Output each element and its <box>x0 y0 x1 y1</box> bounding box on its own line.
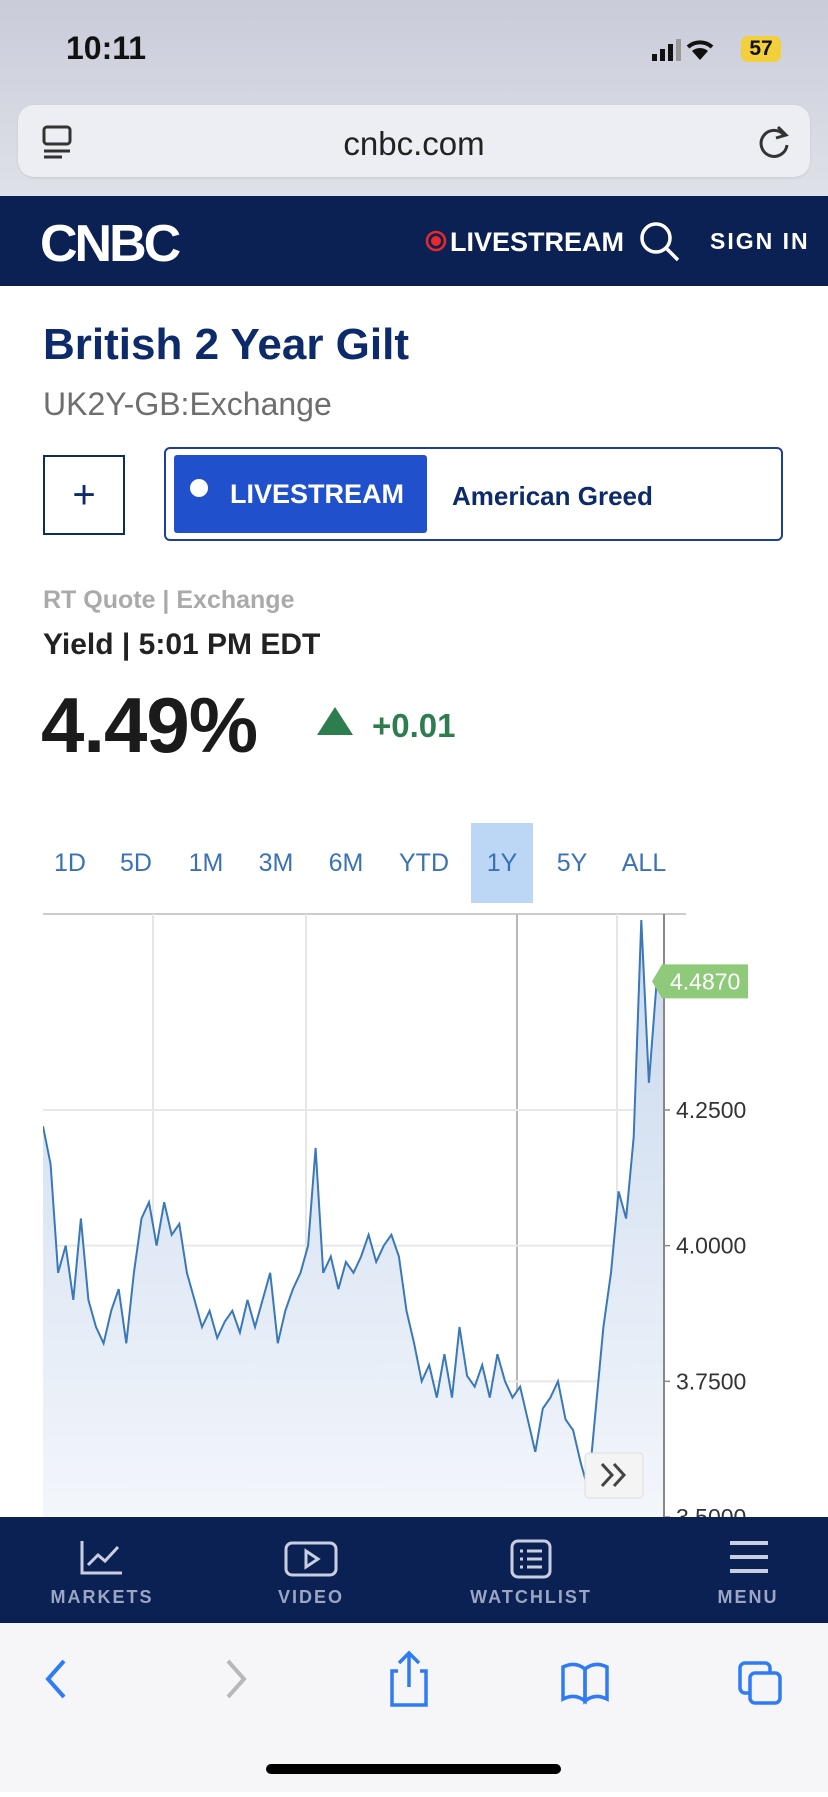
scroll-button-bg <box>584 1452 644 1499</box>
quote-source: RT Quote | Exchange <box>43 586 295 614</box>
watchlist-icon[interactable] <box>510 1539 552 1579</box>
live-button-dot <box>190 479 208 497</box>
area <box>43 920 664 1517</box>
livestream-link[interactable]: LIVESTREAM <box>450 227 625 257</box>
range-option[interactable]: 3M <box>258 849 294 877</box>
last-value-label: 4.4870 <box>670 968 740 994</box>
share-button[interactable] <box>390 1650 428 1707</box>
toolbar-icons <box>45 1650 782 1707</box>
reader-icon[interactable] <box>42 125 74 159</box>
scroll-button[interactable] <box>584 1452 644 1499</box>
tabs-button[interactable] <box>738 1661 782 1705</box>
url[interactable]: cnbc.com <box>343 125 485 162</box>
scroll-button-icon <box>600 1462 627 1488</box>
site-header: CNBC LIVESTREAM SIGN IN <box>0 196 828 286</box>
status-bar: 10:11 57 cnbc.com <box>0 0 828 196</box>
y-tick-label: 3.5000 <box>676 1504 746 1517</box>
y-tick-label: 4.0000 <box>676 1233 746 1259</box>
range-option[interactable]: 6M <box>328 849 364 877</box>
live-button[interactable]: LIVESTREAM <box>174 455 427 533</box>
back-button[interactable] <box>45 1659 66 1699</box>
add-button[interactable]: + <box>43 455 125 535</box>
line <box>43 919 664 1491</box>
y-tick-label: 3.7500 <box>676 1368 746 1394</box>
range-option[interactable]: 5Y <box>556 849 588 877</box>
quote-change: +0.01 <box>372 707 456 744</box>
nav-label[interactable]: WATCHLIST <box>470 1587 592 1607</box>
live-box: LIVESTREAM American Greed <box>164 447 783 541</box>
live-dot <box>425 230 447 252</box>
nav-label[interactable]: VIDEO <box>277 1587 344 1607</box>
quote-title: British 2 Year Gilt <box>43 320 410 369</box>
reload-icon[interactable] <box>756 123 792 161</box>
markets-icon[interactable] <box>80 1539 124 1575</box>
bookmarks-button[interactable] <box>561 1662 609 1705</box>
range-option[interactable]: 5D <box>120 849 152 877</box>
range-selector: 1D 5D 1M 3M 6M YTD 1Y 5Y ALL <box>43 823 783 903</box>
home-indicator <box>266 1764 561 1774</box>
quote-time: Yield | 5:01 PM EDT <box>43 628 321 661</box>
battery: 57 <box>741 36 781 62</box>
range-option[interactable]: 1D <box>54 849 86 877</box>
browser-toolbar <box>0 1623 828 1792</box>
url-bar[interactable]: cnbc.com <box>18 105 810 177</box>
range-option[interactable]: 1Y <box>471 823 533 903</box>
up-arrow <box>317 707 353 735</box>
nav-label[interactable]: MARKETS <box>50 1587 154 1607</box>
quote-price: 4.49% <box>41 681 258 769</box>
logo[interactable]: CNBC <box>40 215 181 273</box>
last-value-flag <box>652 964 748 999</box>
status-icons <box>652 39 714 61</box>
range-option[interactable]: ALL <box>621 849 667 877</box>
y-tick-label: 4.2500 <box>676 1097 746 1123</box>
range-option[interactable]: 1M <box>188 849 224 877</box>
nav-label[interactable]: MENU <box>717 1587 779 1607</box>
range-option[interactable]: YTD <box>399 849 449 877</box>
menu-icon[interactable] <box>728 1539 770 1575</box>
quote-symbol: UK2Y-GB:Exchange <box>43 386 332 422</box>
clock: 10:11 <box>66 30 147 66</box>
forward-button[interactable] <box>226 1659 247 1699</box>
bottom-nav: MARKETS VIDEO WATCHLIST MENU <box>0 1517 828 1623</box>
show-name[interactable]: American Greed <box>452 481 653 511</box>
sign-in[interactable]: SIGN IN <box>710 228 810 254</box>
search-icon[interactable] <box>638 220 682 264</box>
chart: 3.5000 3.7500 4.0000 4.2500 4.4870 <box>43 913 748 1517</box>
video-icon[interactable] <box>284 1539 338 1579</box>
